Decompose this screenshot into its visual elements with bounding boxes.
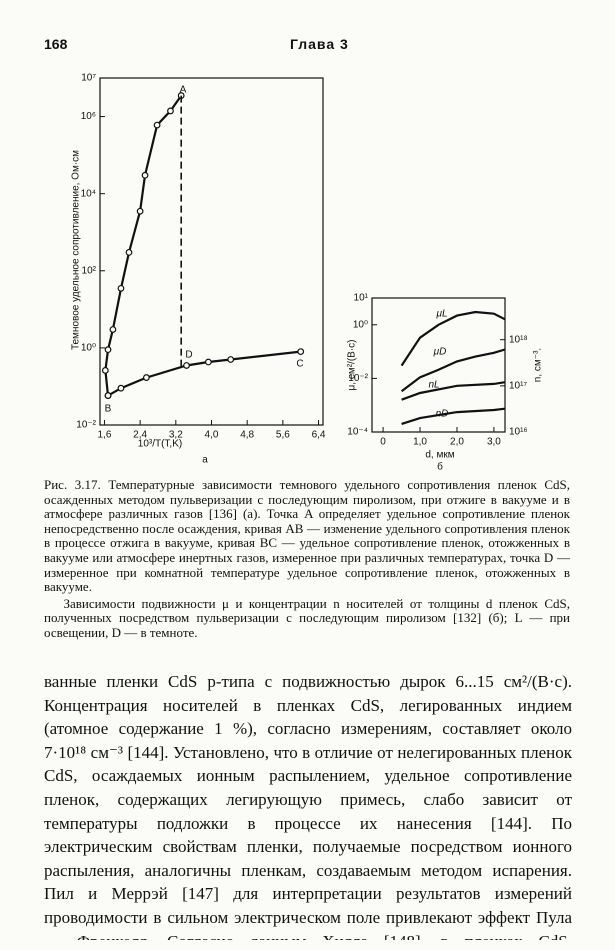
y-tick-label: 10⁶	[81, 111, 96, 122]
point-label: A	[180, 85, 187, 96]
data-point	[117, 284, 125, 292]
y-tick-label: 10⁻²	[348, 373, 368, 384]
data-point	[204, 358, 212, 366]
data-point	[297, 348, 305, 356]
y2-axis-label: n, см⁻³.	[533, 348, 544, 382]
sublabel: а	[202, 455, 208, 466]
figure-caption: Рис. 3.17. Температурные зависимости тем…	[44, 477, 570, 641]
data-point	[227, 356, 235, 363]
data-point	[104, 392, 112, 399]
data-line	[400, 310, 506, 367]
data-line	[401, 407, 506, 425]
data-point	[167, 107, 174, 115]
x-tick-label: 6,4	[312, 430, 326, 441]
data-line	[401, 381, 506, 401]
y-tick-label: 10⁴	[81, 188, 96, 199]
x-tick-label: 2,4	[133, 430, 147, 441]
series-label: nD	[436, 409, 449, 420]
y-tick-label: 10²	[82, 265, 97, 276]
data-line	[400, 348, 506, 393]
data-point	[104, 346, 112, 354]
data-line	[104, 94, 183, 396]
x-tick-label: 3,2	[169, 430, 183, 441]
plot-frame	[99, 77, 324, 426]
y2-tick-label: 10¹⁸	[509, 334, 528, 345]
x-tick-label: 4,8	[240, 430, 254, 441]
y-tick-label: 10⁷	[81, 73, 96, 84]
sublabel: б	[437, 461, 443, 473]
y2-tick-label: 10¹⁶	[509, 427, 528, 438]
data-line	[107, 350, 301, 397]
data-point	[153, 121, 161, 129]
data-point	[136, 207, 144, 215]
data-point	[101, 367, 109, 374]
point-label: C	[296, 359, 303, 370]
y-tick-label: 10⁰	[353, 319, 368, 330]
series-label: nL	[428, 380, 439, 391]
x-tick-label: 0	[380, 437, 386, 448]
y-tick-label: 10⁰	[81, 343, 96, 354]
x-tick-label: 2,0	[450, 437, 464, 448]
x-axis-label: d, мкм	[425, 450, 454, 461]
data-point	[141, 171, 149, 179]
data-point	[117, 384, 125, 392]
data-point	[183, 362, 190, 369]
x-tick-label: 5,6	[276, 430, 290, 441]
plot-frame	[371, 297, 506, 433]
x-tick-label: 3,0	[487, 437, 501, 448]
series-label: μD	[433, 347, 447, 358]
chapter-title: Глава 3	[290, 36, 349, 52]
point-label: B	[105, 404, 112, 415]
x-tick-label: 1,0	[413, 437, 427, 448]
y-tick-label: 10¹	[354, 293, 369, 304]
y-axis-label: Темновое удельное сопротивление, Ом·см	[71, 150, 82, 350]
x-axis-label: 10³/T(T,K)	[138, 439, 182, 450]
data-point	[109, 326, 117, 333]
caption-paragraph: Зависимости подвижности μ и концентрации…	[44, 595, 570, 640]
x-tick-label: 1,6	[98, 430, 112, 441]
y2-tick-label: 10¹⁷	[509, 380, 527, 391]
data-point	[142, 374, 150, 381]
y-axis-label: μ, см²/(В·с)	[347, 340, 358, 391]
page-number: 168	[44, 36, 68, 52]
caption-paragraph: Рис. 3.17. Температурные зависимости тем…	[44, 477, 570, 595]
series-label: μL	[435, 309, 447, 320]
point-label: D	[185, 350, 192, 361]
x-tick-label: 4,0	[205, 430, 219, 441]
data-point	[125, 248, 133, 256]
body-text: ванные пленки CdS p-типа с подвижностью …	[44, 672, 572, 940]
y-tick-label: 10⁻⁴	[347, 427, 368, 438]
figures: 1,6 2,4 3,2 4,0 4,8 5,6 6,4 10⁻² 10⁰ 10² 10⁴ 10⁶ 10⁷…	[71, 73, 544, 473]
y-tick-label: 10⁻²	[76, 420, 96, 431]
